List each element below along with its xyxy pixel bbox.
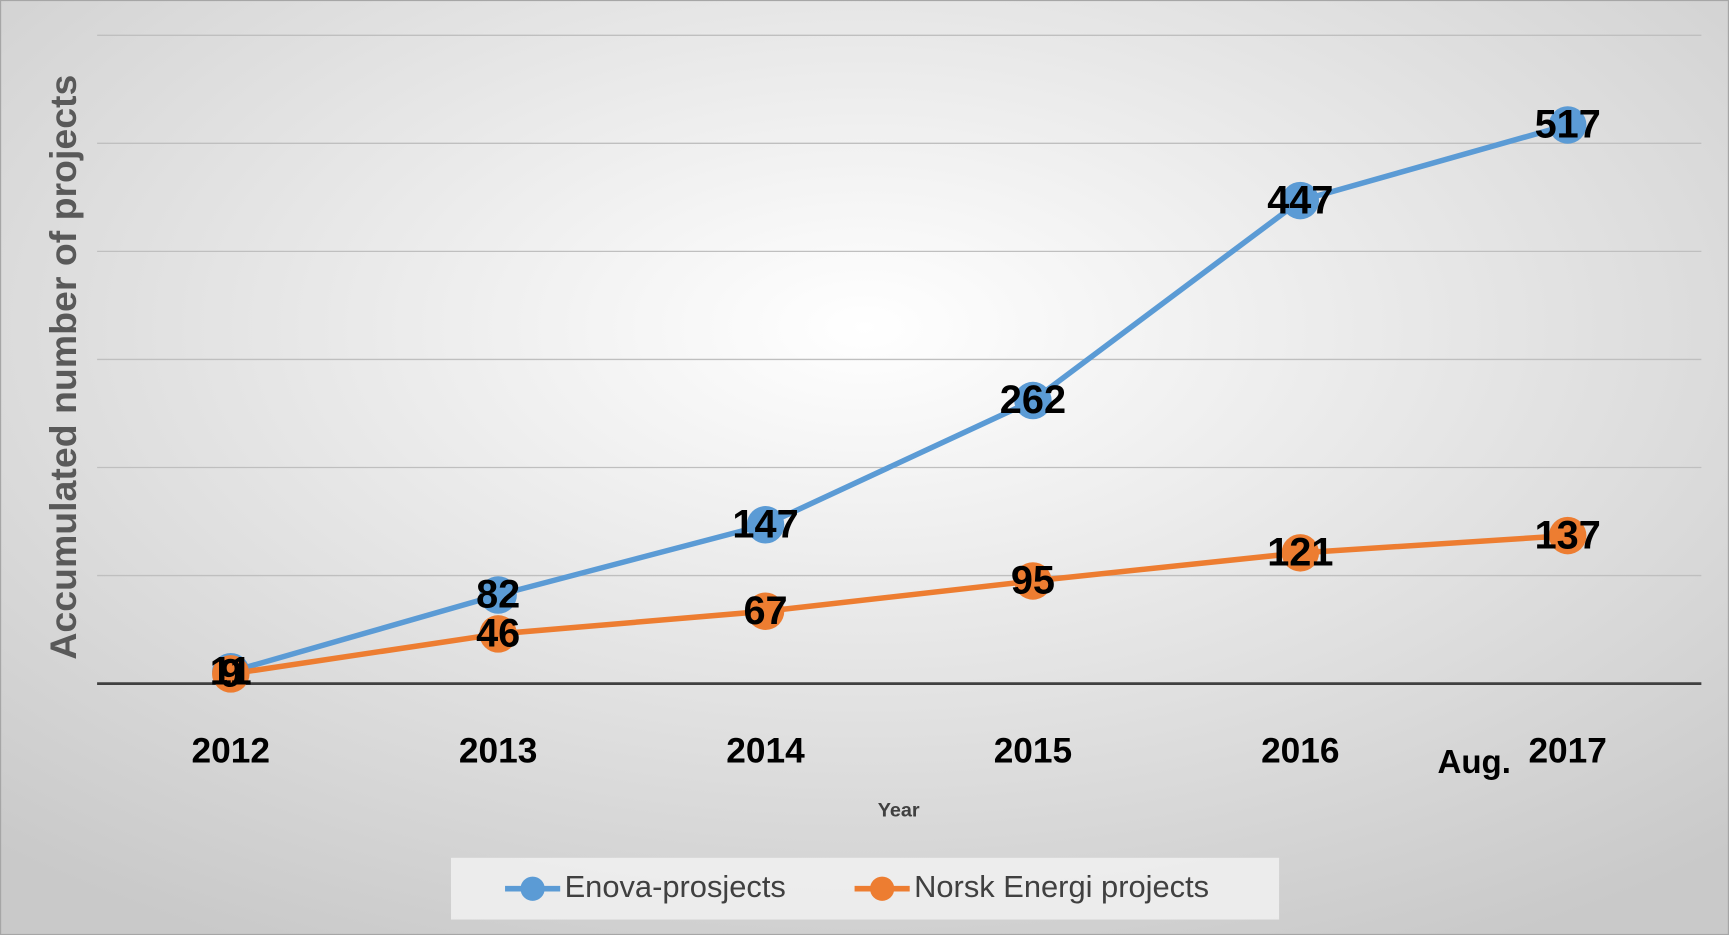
data-label: 67: [743, 589, 787, 633]
data-label: 9: [220, 652, 242, 696]
legend-marker: [870, 876, 895, 901]
marker: [479, 615, 517, 653]
x-tick-label: 2013: [459, 731, 537, 770]
data-label: 121: [1267, 531, 1333, 575]
data-label: 95: [1011, 559, 1055, 603]
marker: [1281, 181, 1320, 220]
legend-label: Norsk Energi projects: [914, 869, 1209, 904]
marker: [1281, 534, 1320, 572]
x-tick-label: 2012: [192, 731, 270, 770]
data-label: 147: [732, 502, 798, 546]
annotation: Aug.: [1438, 744, 1511, 781]
data-label: 517: [1535, 103, 1601, 147]
marker: [1548, 106, 1587, 144]
marker: [746, 506, 785, 544]
data-label: 11: [210, 649, 252, 693]
x-tick-label: 2016: [1261, 731, 1339, 770]
marker: [746, 592, 785, 630]
series-line: [230, 122, 1569, 675]
x-tick-label: 2017: [1528, 731, 1606, 770]
legend-marker: [520, 876, 545, 901]
data-label: 262: [1000, 378, 1066, 422]
legend-label: Enova-prosjects: [565, 869, 786, 904]
x-tick-label: 2015: [994, 731, 1072, 770]
marker: [212, 655, 250, 693]
marker: [1014, 381, 1052, 420]
x-tick-label: 2014: [726, 731, 805, 770]
marker: [479, 576, 517, 614]
marker: [1548, 516, 1587, 555]
data-label: 447: [1267, 178, 1333, 222]
data-label: 82: [476, 573, 520, 617]
y-axis-title: Accumulated number of projects: [42, 75, 84, 660]
data-label: 46: [476, 612, 520, 656]
marker: [1014, 562, 1052, 600]
data-label: 137: [1535, 513, 1601, 557]
series-line: [230, 532, 1568, 677]
x-axis-title: Year: [878, 800, 920, 822]
